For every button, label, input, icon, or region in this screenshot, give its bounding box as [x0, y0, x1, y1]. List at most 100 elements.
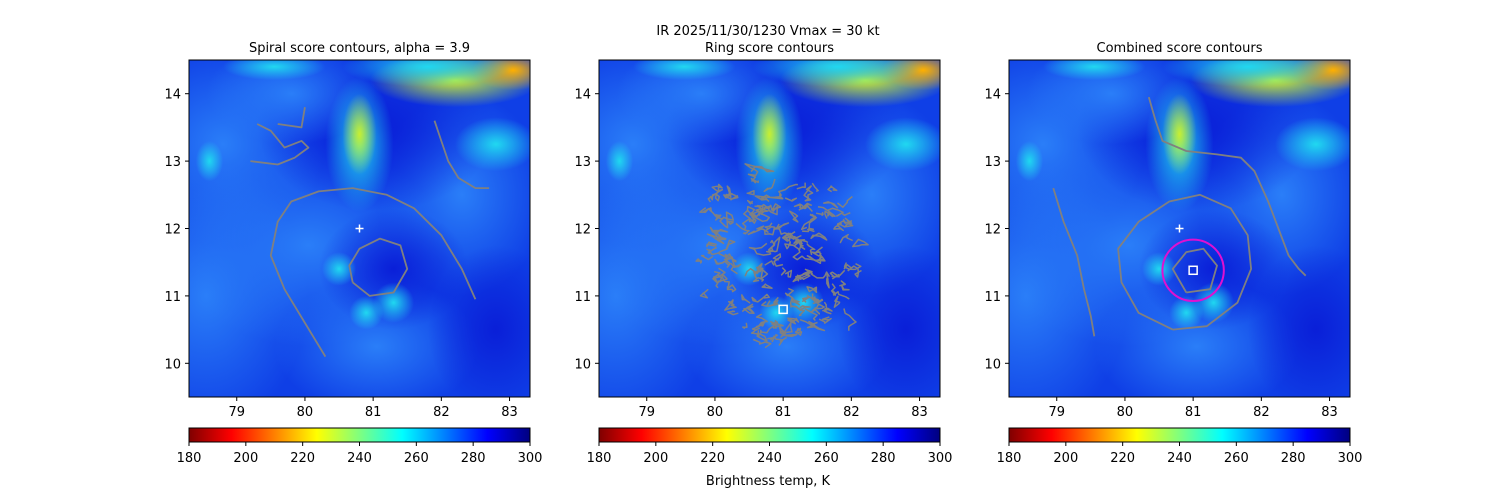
contour-line — [827, 207, 844, 217]
contour-line — [793, 238, 806, 245]
contour-line — [433, 120, 490, 189]
contour-line — [707, 246, 718, 255]
contour-line — [714, 213, 722, 221]
contour-line — [826, 273, 830, 289]
colorbar-tick-label: 300 — [928, 451, 953, 466]
contour-line — [706, 241, 717, 248]
contour-line — [725, 239, 736, 250]
contour-line — [784, 197, 798, 202]
contour-line — [852, 238, 869, 248]
contour-line — [833, 295, 841, 308]
x-tick-label: 82 — [1253, 405, 1270, 420]
contour-line — [741, 294, 751, 304]
contour-line — [764, 225, 776, 236]
contour-line — [699, 288, 709, 299]
x-tick-label: 79 — [228, 405, 245, 420]
ir-image — [599, 60, 940, 397]
x-tick-label: 83 — [1321, 405, 1338, 420]
contour-line — [807, 227, 815, 233]
contour-line — [778, 326, 787, 335]
contour-line — [706, 243, 730, 256]
contour-line — [700, 254, 714, 261]
contour-line — [788, 210, 799, 223]
contour-line — [794, 327, 803, 336]
y-tick-label: 10 — [164, 357, 181, 372]
contour-line — [847, 265, 862, 278]
x-tick-label: 81 — [1185, 405, 1202, 420]
contour-line — [725, 253, 734, 261]
colorbar-tick-label: 220 — [290, 451, 315, 466]
colorbar-tick-label: 280 — [1281, 451, 1306, 466]
contour-line — [741, 303, 754, 313]
x-tick-label: 81 — [365, 405, 382, 420]
contour-line — [756, 332, 768, 342]
contour-line — [715, 231, 722, 241]
contour-line — [712, 270, 721, 282]
colorbar-tick-label: 200 — [233, 451, 258, 466]
contour-line — [806, 255, 822, 265]
contour-line — [815, 211, 824, 217]
x-tick-label: 80 — [707, 405, 724, 420]
colorbar-tick-label: 280 — [461, 451, 486, 466]
contour-line — [742, 322, 748, 330]
contour-line — [764, 222, 773, 230]
colorbar-tick-label: 180 — [997, 451, 1022, 466]
contour-line — [833, 222, 844, 232]
contour-line — [771, 335, 783, 343]
contour-line — [792, 249, 818, 262]
contour-line — [792, 272, 811, 283]
contour-line — [750, 177, 760, 184]
y-tick-label: 10 — [984, 357, 1001, 372]
y-tick-label: 12 — [574, 223, 591, 238]
y-tick-label: 14 — [574, 88, 591, 103]
contour-line — [778, 336, 788, 346]
contour-line — [799, 305, 811, 311]
contour-line — [714, 193, 721, 202]
colorbar-label: Brightness temp, K — [706, 474, 831, 489]
panel-title: Ring score contours — [705, 41, 834, 56]
contour-line — [709, 226, 729, 235]
contour-line — [829, 271, 840, 278]
contour-line — [798, 202, 813, 213]
colorbar-tick-label: 180 — [587, 451, 612, 466]
contour-line — [790, 305, 806, 317]
contour-line — [780, 321, 793, 338]
contour-line — [843, 308, 857, 331]
x-tick-label: 79 — [638, 405, 655, 420]
contour-line — [748, 242, 771, 256]
contour-line — [719, 274, 728, 283]
contour-line — [827, 185, 838, 193]
colorbar-tick-label: 300 — [518, 451, 543, 466]
ring-score-panel: Ring score contours 79 80 81 82 83 10 11 12 13 14 1… — [574, 41, 953, 466]
contour-line — [780, 267, 787, 276]
contour-line — [250, 123, 310, 166]
contour-line — [806, 320, 826, 332]
contour-line — [727, 310, 739, 316]
contour-line — [1052, 187, 1096, 337]
y-tick-label: 14 — [164, 88, 181, 103]
contour-line — [784, 241, 796, 250]
contour-line — [810, 232, 828, 241]
colorbar-tick-label: 200 — [643, 451, 668, 466]
y-tick-label: 11 — [164, 290, 181, 305]
contour-line — [772, 253, 784, 267]
contour-line — [817, 206, 836, 219]
colorbar-tick-label: 200 — [1053, 451, 1078, 466]
panel-title: Combined score contours — [1097, 41, 1263, 56]
colorbar-tick-label: 180 — [177, 451, 202, 466]
contour-line — [843, 262, 852, 270]
contour-line — [709, 192, 718, 201]
contour-line — [802, 268, 813, 275]
contour-line — [810, 271, 831, 279]
contour-line — [695, 258, 703, 264]
contour-line — [799, 318, 818, 326]
contour-line — [806, 286, 818, 294]
combined-score-panel: Combined score contours 79 80 81 82 83 10 11 12 1… — [984, 41, 1363, 466]
y-tick-label: 11 — [574, 290, 591, 305]
contour-line — [744, 163, 775, 173]
colorbar-tick-label: 300 — [1338, 451, 1363, 466]
contour-line — [752, 276, 765, 283]
contour-line — [753, 266, 764, 280]
contour-line — [784, 236, 791, 242]
contour-line — [764, 260, 775, 266]
